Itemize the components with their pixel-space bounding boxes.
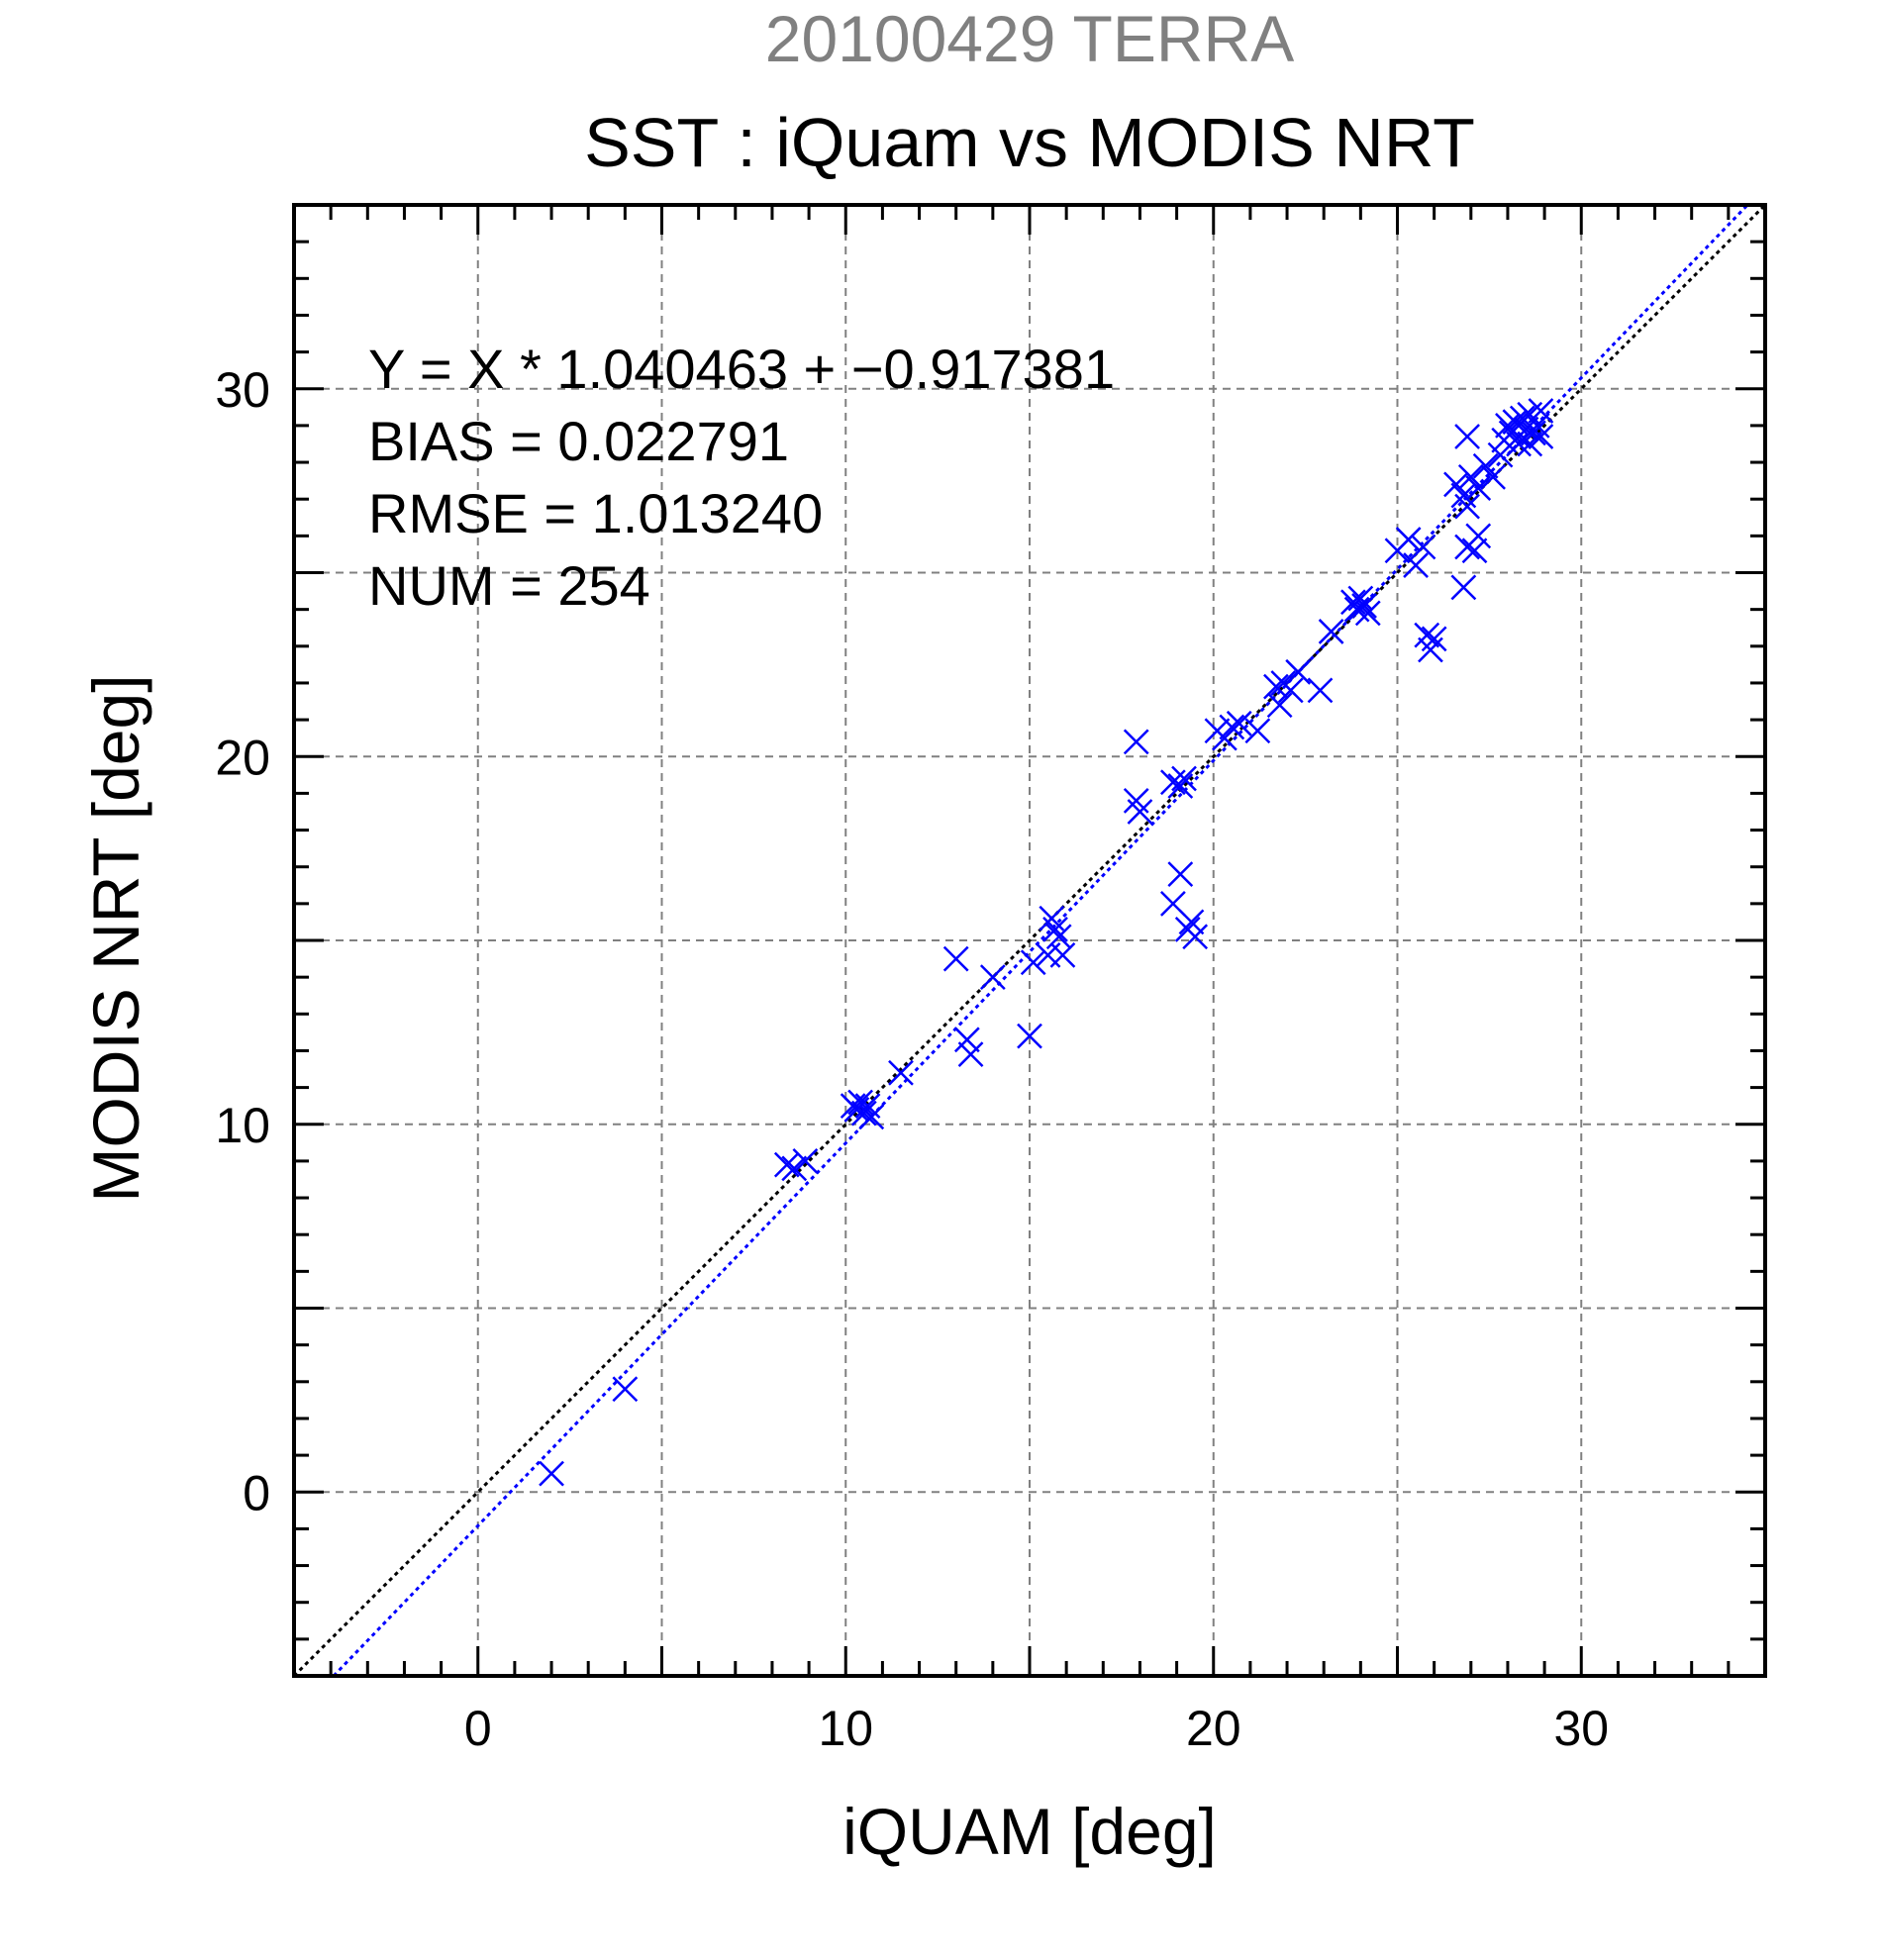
- rmse-label: RMSE = 1.013240: [368, 482, 823, 544]
- x-axis-label: iQUAM [deg]: [842, 1795, 1217, 1868]
- chart-subtitle: SST : iQuam vs MODIS NRT: [584, 104, 1475, 181]
- data-point: [1480, 464, 1506, 490]
- data-point: [942, 945, 969, 972]
- data-point: [979, 964, 1006, 991]
- data-point: [773, 1151, 800, 1178]
- data-point: [1178, 909, 1205, 935]
- x-tick-label: 10: [818, 1701, 873, 1756]
- data-point: [1277, 677, 1304, 704]
- data-point: [858, 1104, 885, 1130]
- x-tick-label: 0: [464, 1701, 492, 1756]
- data-point: [1461, 538, 1488, 564]
- x-tick-label: 20: [1186, 1701, 1241, 1756]
- data-point: [1528, 398, 1554, 424]
- data-point: [1226, 710, 1252, 736]
- data-point: [1219, 714, 1245, 740]
- data-point: [1395, 527, 1422, 552]
- y-tick-label: 20: [215, 730, 270, 785]
- data-point: [957, 1041, 984, 1068]
- data-point: [1414, 622, 1440, 648]
- data-point: [1443, 471, 1469, 498]
- data-point: [1042, 916, 1068, 942]
- data-point: [1454, 493, 1480, 520]
- data-point: [1502, 409, 1529, 436]
- data-point: [1506, 431, 1532, 457]
- data-point: [1307, 677, 1334, 704]
- data-point: [1266, 692, 1293, 719]
- data-point: [1017, 1023, 1042, 1049]
- data-point: [1421, 626, 1447, 652]
- data-point: [1465, 475, 1492, 501]
- data-point: [1182, 924, 1209, 950]
- bias-label: BIAS = 0.022791: [368, 410, 789, 472]
- chart-title: 20100429 TERRA: [765, 2, 1294, 75]
- data-point: [1517, 431, 1543, 457]
- num-label: NUM = 254: [368, 554, 650, 617]
- data-point: [850, 1100, 877, 1127]
- reference-lines: [292, 203, 1767, 1678]
- y-axis-label: MODIS NRT [deg]: [79, 674, 152, 1202]
- data-point: [1244, 718, 1271, 744]
- data-point: [1410, 534, 1436, 560]
- data-point: [1403, 552, 1429, 578]
- data-point: [1123, 729, 1149, 755]
- data-point: [1454, 424, 1480, 449]
- y-tick-label: 10: [215, 1098, 270, 1153]
- x-tick-label: 30: [1553, 1701, 1609, 1756]
- data-point: [1450, 574, 1477, 601]
- data-point: [1354, 600, 1381, 627]
- data-point: [953, 1027, 980, 1053]
- data-point: [1285, 658, 1312, 685]
- data-point: [1347, 585, 1374, 612]
- regression-equation: Y = X * 1.040463 + −0.917381: [368, 338, 1115, 400]
- data-point: [1020, 949, 1046, 976]
- y-tick-label: 30: [215, 362, 270, 418]
- plot-frame: [292, 203, 1767, 1678]
- data-point: [1167, 861, 1194, 888]
- y-tick-label: 0: [243, 1465, 270, 1520]
- identity-line: [292, 203, 1767, 1678]
- data-point: [1167, 773, 1194, 799]
- data-point: [539, 1460, 564, 1487]
- stats-annotation: Y = X * 1.040463 + −0.917381 BIAS = 0.02…: [368, 338, 1115, 617]
- data-point: [888, 1059, 914, 1086]
- data-point: [1351, 593, 1377, 619]
- data-point: [1465, 523, 1492, 549]
- data-point: [1127, 799, 1153, 825]
- data-point: [1472, 452, 1499, 479]
- data-points: [539, 398, 1554, 1487]
- data-point: [792, 1148, 819, 1174]
- data-point: [1528, 424, 1554, 449]
- tick-labels: 0 10 20 30 0 10 20 30: [215, 362, 1609, 1756]
- data-point: [1318, 619, 1344, 644]
- data-point: [612, 1376, 639, 1403]
- data-point: [781, 1155, 808, 1182]
- data-point: [1457, 464, 1484, 490]
- axis-ticks: [292, 203, 1767, 1678]
- data-point: [1049, 941, 1076, 968]
- data-point: [1171, 765, 1197, 792]
